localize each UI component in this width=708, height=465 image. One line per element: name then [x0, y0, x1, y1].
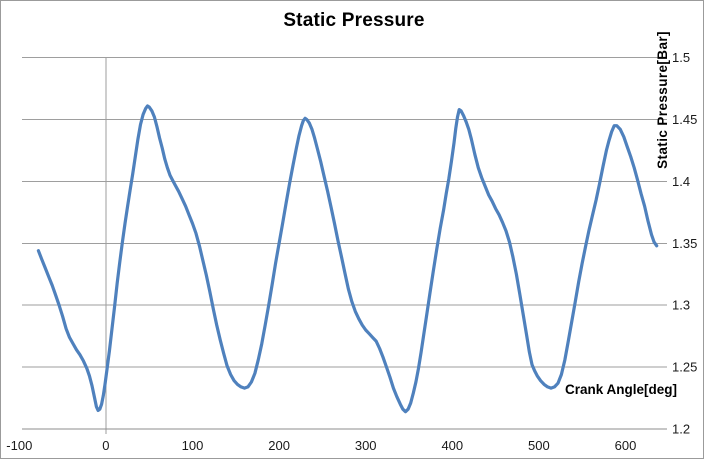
x-tick-label: 0: [102, 438, 109, 453]
y-tick-label: 1.35: [672, 236, 697, 251]
x-tick-label: -100: [6, 438, 32, 453]
y-tick-label: 1.2: [672, 422, 690, 437]
x-tick-label: 600: [615, 438, 637, 453]
chart-title: Static Pressure: [283, 10, 425, 31]
x-tick-label: 300: [355, 438, 377, 453]
y-tick-label: 1.3: [672, 298, 690, 313]
x-tick-label: 200: [268, 438, 290, 453]
pressure-series-line: [36, 104, 659, 414]
y-tick-label: 1.45: [672, 112, 697, 127]
x-axis-title: Crank Angle[deg]: [564, 382, 677, 397]
y-tick-label: 1.25: [672, 360, 697, 375]
y-tick-label: 1.4: [672, 174, 690, 189]
x-tick-label: 100: [182, 438, 204, 453]
x-tick-label: 400: [441, 438, 463, 453]
x-tick-label: 500: [528, 438, 550, 453]
y-tick-label: 1.5: [672, 50, 690, 65]
